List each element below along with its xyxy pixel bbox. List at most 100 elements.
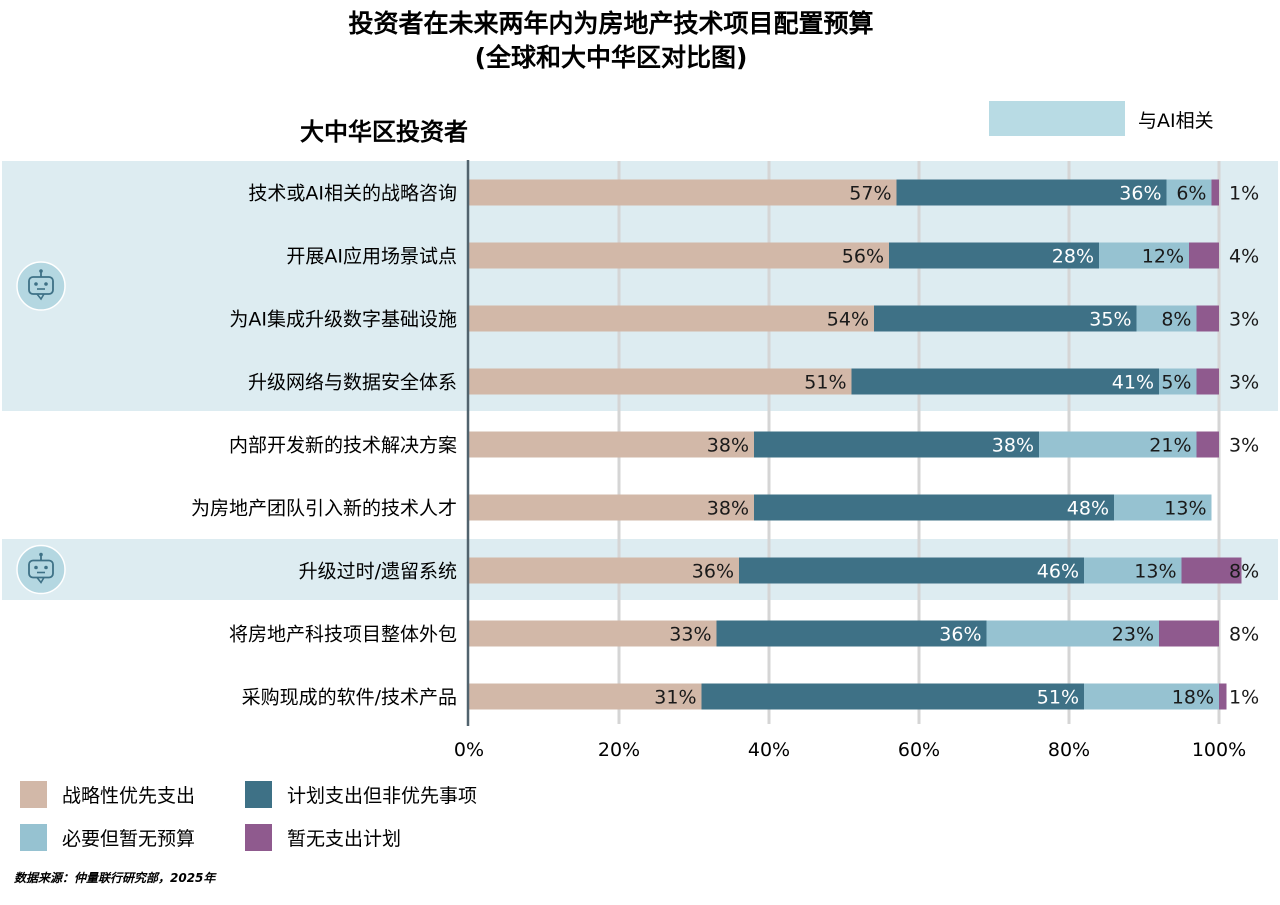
bar-segment: [1189, 242, 1219, 269]
data-label: 56%: [842, 246, 884, 268]
category-label: 升级网络与数据安全体系: [248, 372, 457, 394]
data-label: 33%: [669, 624, 711, 646]
bar-segment: [986, 620, 1159, 647]
data-label: 51%: [804, 372, 846, 394]
data-label: 13%: [1164, 498, 1206, 520]
data-label: 38%: [992, 435, 1034, 457]
category-label: 升级过时/遗留系统: [299, 561, 457, 583]
category-label: 将房地产科技项目整体外包: [229, 624, 457, 646]
bar-segment: [754, 431, 1039, 458]
legend-label: 战略性优先支出: [62, 785, 195, 807]
bar-segment: [469, 620, 717, 647]
bar-segment: [1159, 620, 1219, 647]
x-tick-label: 60%: [898, 739, 940, 761]
data-label: 31%: [654, 687, 696, 709]
bar-segment: [754, 494, 1114, 521]
legend-label: 暂无支出计划: [287, 828, 401, 850]
data-label: 57%: [849, 183, 891, 205]
bar-segment: [896, 179, 1167, 206]
data-label: 36%: [939, 624, 981, 646]
data-label: 18%: [1172, 687, 1214, 709]
ai-legend-label: 与AI相关: [1138, 110, 1214, 132]
data-label: 8%: [1229, 561, 1259, 583]
bar-segment: [1114, 494, 1212, 521]
data-label: 3%: [1229, 435, 1259, 457]
data-label: 8%: [1229, 624, 1259, 646]
chart-title-line-1: 投资者在未来两年内为房地产技术项目配置预算: [348, 9, 873, 38]
bar-segment: [1181, 557, 1242, 584]
bar-segment: [1196, 368, 1219, 395]
category-label: 开展AI应用场景试点: [286, 246, 457, 268]
data-label: 35%: [1089, 309, 1131, 331]
bar-segment: [1166, 179, 1212, 206]
data-label: 38%: [707, 435, 749, 457]
bar-segment: [469, 242, 889, 269]
data-label: 23%: [1112, 624, 1154, 646]
category-label: 内部开发新的技术解决方案: [229, 435, 457, 457]
data-label: 38%: [707, 498, 749, 520]
category-label: 技术或AI相关的战略咨询: [248, 183, 457, 205]
data-label: 41%: [1112, 372, 1154, 394]
bar-segment: [1219, 683, 1227, 710]
bar-segment: [851, 368, 1159, 395]
data-label: 3%: [1229, 372, 1259, 394]
data-label: 21%: [1149, 435, 1191, 457]
bar-segment: [1196, 431, 1219, 458]
bar-segment: [716, 620, 987, 647]
data-label: 13%: [1134, 561, 1176, 583]
bar-segment: [874, 305, 1137, 332]
legend-swatch: [245, 781, 272, 808]
legend-swatch: [20, 824, 47, 851]
x-tick-label: 0%: [454, 739, 484, 761]
bar-segment: [1136, 305, 1197, 332]
bar-segment: [469, 431, 754, 458]
bar-segment: [1084, 683, 1219, 710]
bar-segment: [701, 683, 1084, 710]
data-label: 36%: [692, 561, 734, 583]
data-label: 8%: [1161, 309, 1191, 331]
bar-segment: [739, 557, 1084, 584]
data-label: 5%: [1161, 372, 1191, 394]
data-label: 48%: [1067, 498, 1109, 520]
data-label: 1%: [1229, 183, 1259, 205]
data-label: 28%: [1052, 246, 1094, 268]
bar-segment: [1099, 242, 1189, 269]
robot-icon: [16, 544, 66, 595]
bar-segment: [469, 305, 874, 332]
ai-robot-icons: [16, 261, 66, 595]
data-label: 1%: [1229, 687, 1259, 709]
ai-legend-swatch: [989, 101, 1125, 136]
category-label: 为房地产团队引入新的技术人才: [191, 498, 457, 520]
bar-segment: [469, 557, 739, 584]
x-axis-tick-labels: 0% 20% 40% 60% 80% 100%: [454, 739, 1246, 761]
data-label: 3%: [1229, 309, 1259, 331]
data-label: 36%: [1119, 183, 1161, 205]
bar-segment: [1159, 368, 1197, 395]
category-label: 采购现成的软件/技术产品: [242, 687, 457, 709]
data-label: 54%: [827, 309, 869, 331]
category-labels: 技术或AI相关的战略咨询开展AI应用场景试点为AI集成升级数字基础设施升级网络与…: [191, 183, 457, 709]
bar-segment: [469, 683, 702, 710]
legend-label: 计划支出但非优先事项: [287, 785, 477, 807]
data-label: 6%: [1176, 183, 1206, 205]
x-tick-label: 20%: [598, 739, 640, 761]
bars: 57% 36% 6% 1% 56% 28% 12% 4% 54% 35% 8% 3% 51% 41% 5% 3…: [469, 179, 1259, 710]
data-label: 4%: [1229, 246, 1259, 268]
data-label: 12%: [1142, 246, 1184, 268]
bar-segment: [469, 179, 897, 206]
category-label: 为AI集成升级数字基础设施: [229, 309, 457, 331]
legend-swatch: [245, 824, 272, 851]
bar-segment: [1084, 557, 1182, 584]
section-subtitle: 大中华区投资者: [300, 118, 468, 146]
source-note: 数据来源：仲量联行研究部，2025年: [14, 871, 217, 885]
bar-segment: [469, 368, 852, 395]
legend-swatch: [20, 781, 47, 808]
legend-label: 必要但暂无预算: [62, 828, 195, 850]
x-tick-label: 80%: [1048, 739, 1090, 761]
bar-segment: [469, 494, 754, 521]
bar-segment: [889, 242, 1099, 269]
x-tick-label: 40%: [748, 739, 790, 761]
robot-icon: [16, 261, 66, 311]
